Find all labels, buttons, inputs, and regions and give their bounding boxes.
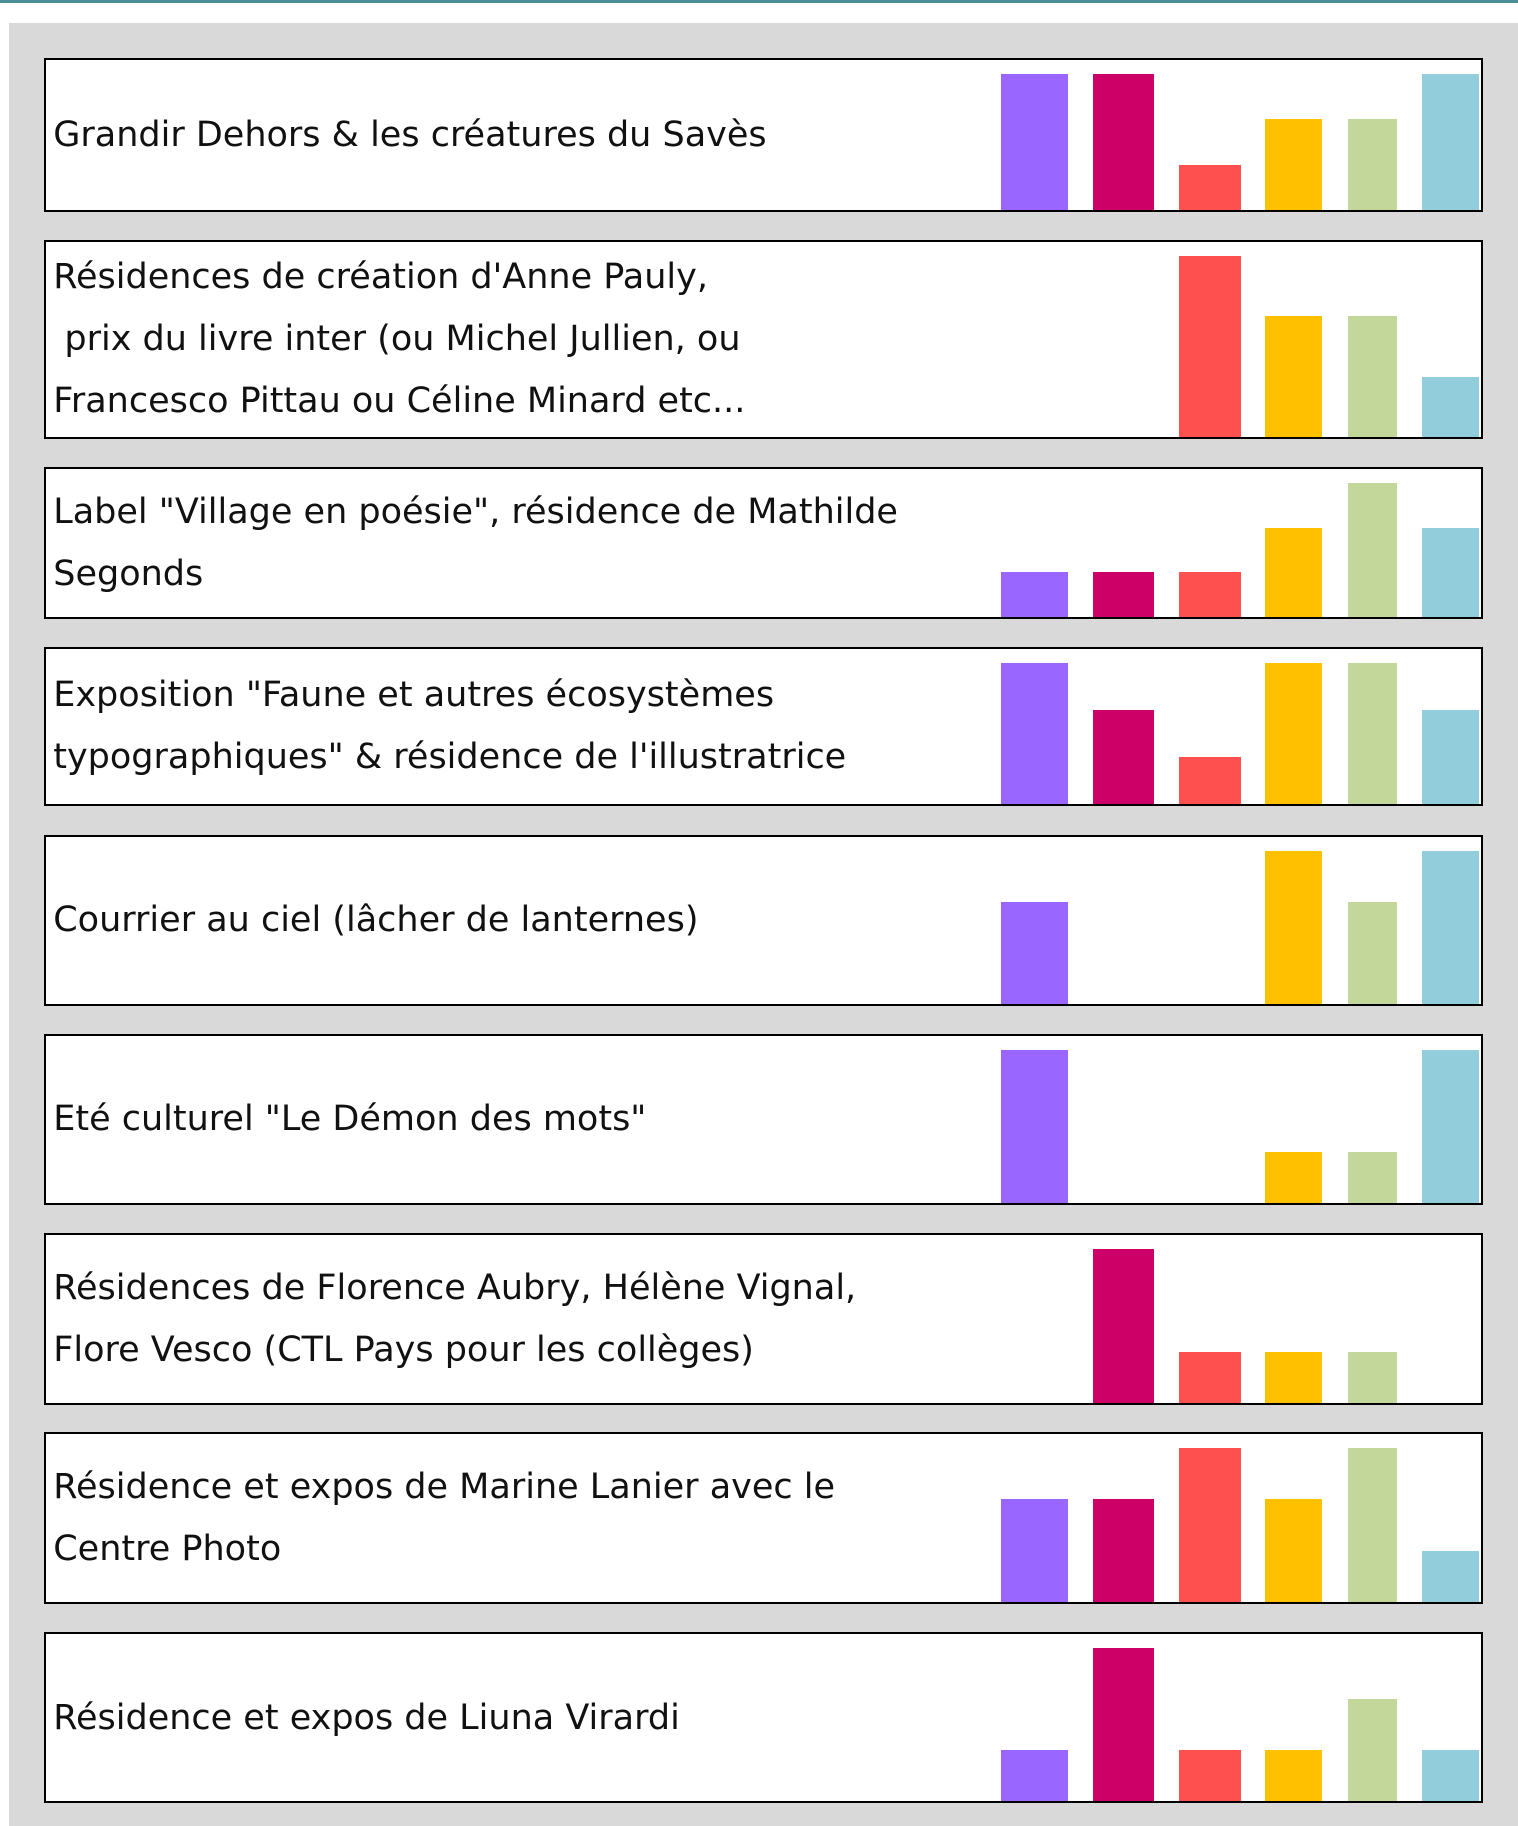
- row-label: Grandir Dehors & les créatures du Savès: [53, 104, 766, 166]
- bar: [1422, 527, 1480, 618]
- bar: [1265, 663, 1323, 804]
- bar: [1422, 1049, 1480, 1203]
- bar: [1178, 255, 1241, 437]
- bar: [1422, 74, 1480, 210]
- row: Résidences de Florence Aubry, Hélène Vig…: [44, 1232, 1484, 1406]
- bar: [1265, 527, 1323, 618]
- top-border: [0, 0, 1518, 3]
- bar: [1000, 1750, 1069, 1802]
- row: Grandir Dehors & les créatures du Savès: [44, 58, 1484, 212]
- row: Résidence et expos de Liuna Virardi: [44, 1632, 1484, 1804]
- bar: [1178, 1750, 1241, 1802]
- label-line: prix du livre inter (ou Michel Jullien, …: [53, 319, 741, 360]
- row-label: Résidence et expos de Marine Lanier avec…: [53, 1456, 835, 1580]
- bar: [1422, 1750, 1480, 1802]
- label-line: Résidence et expos de Liuna Virardi: [53, 1697, 680, 1738]
- label-line: Résidences de Florence Aubry, Hélène Vig…: [53, 1267, 857, 1308]
- bar: [1092, 1248, 1155, 1404]
- bar: [1347, 663, 1397, 804]
- bar: [1422, 1550, 1480, 1603]
- bar: [1347, 1699, 1397, 1802]
- bar: [1422, 709, 1480, 804]
- label-line: Centre Photo: [53, 1528, 282, 1569]
- bar: [1265, 316, 1323, 437]
- row-label: Exposition "Faune et autres écosystèmes t…: [53, 664, 846, 788]
- row-label: Label "Village en poésie", résidence de …: [53, 481, 898, 605]
- row: Eté culturel "Le Démon des mots": [44, 1033, 1484, 1205]
- label-line: Eté culturel "Le Démon des mots": [53, 1099, 647, 1140]
- bar: [1422, 850, 1480, 1004]
- bar: [1092, 1499, 1155, 1603]
- bar: [1000, 663, 1069, 804]
- bar: [1265, 1151, 1323, 1203]
- row: Exposition "Faune et autres écosystèmes t…: [44, 647, 1484, 806]
- label-line: typographiques" & résidence de l'illustr…: [53, 737, 847, 778]
- label-line: Résidences de création d'Anne Pauly,: [53, 257, 708, 298]
- bar: [1265, 1351, 1323, 1404]
- label-line: Résidence et expos de Marine Lanier avec…: [53, 1466, 836, 1507]
- label-line: Label "Village en poésie", résidence de …: [53, 492, 898, 533]
- row-label: Résidence et expos de Liuna Virardi: [53, 1687, 680, 1749]
- bar: [1000, 572, 1069, 618]
- row: Résidence et expos de Marine Lanier avec…: [44, 1431, 1484, 1605]
- row: Résidences de création d'Anne Pauly, pri…: [44, 239, 1484, 439]
- bar: [1178, 756, 1241, 804]
- label-line: Grandir Dehors & les créatures du Savès: [53, 115, 767, 156]
- bar: [1178, 1351, 1241, 1404]
- bar: [1265, 119, 1323, 210]
- bar: [1422, 376, 1480, 437]
- label-line: Flore Vesco (CTL Pays pour les collèges): [53, 1329, 754, 1370]
- bar: [1347, 119, 1397, 210]
- bar: [1178, 164, 1241, 210]
- row: Label "Village en poésie", résidence de …: [44, 466, 1484, 620]
- bar: [1347, 1351, 1397, 1404]
- row-label: Eté culturel "Le Démon des mots": [53, 1088, 646, 1150]
- bar: [1347, 316, 1397, 437]
- bar: [1092, 74, 1155, 210]
- bar: [1265, 1499, 1323, 1603]
- bar: [1000, 901, 1069, 1004]
- bar: [1265, 850, 1323, 1004]
- bar: [1000, 1049, 1069, 1203]
- bar: [1092, 709, 1155, 804]
- label-line: Segonds: [53, 554, 204, 595]
- row-label: Courrier au ciel (lâcher de lanternes): [53, 889, 698, 951]
- row-label: Résidences de création d'Anne Pauly, pri…: [53, 246, 745, 432]
- bar: [1178, 572, 1241, 618]
- label-line: Exposition "Faune et autres écosystèmes: [53, 675, 775, 716]
- label-line: Courrier au ciel (lâcher de lanternes): [53, 900, 699, 941]
- bar: [1347, 1447, 1397, 1603]
- bar: [1092, 1648, 1155, 1802]
- bar: [1092, 572, 1155, 618]
- label-line: Francesco Pittau ou Céline Minard etc...: [53, 381, 746, 422]
- bar: [1347, 901, 1397, 1004]
- bar: [1000, 74, 1069, 210]
- bar: [1000, 1499, 1069, 1603]
- row-label: Résidences de Florence Aubry, Hélène Vig…: [53, 1257, 856, 1381]
- bar: [1265, 1750, 1323, 1802]
- row: Courrier au ciel (lâcher de lanternes): [44, 834, 1484, 1006]
- bar: [1347, 1151, 1397, 1203]
- bar: [1347, 482, 1397, 618]
- bar: [1178, 1447, 1241, 1603]
